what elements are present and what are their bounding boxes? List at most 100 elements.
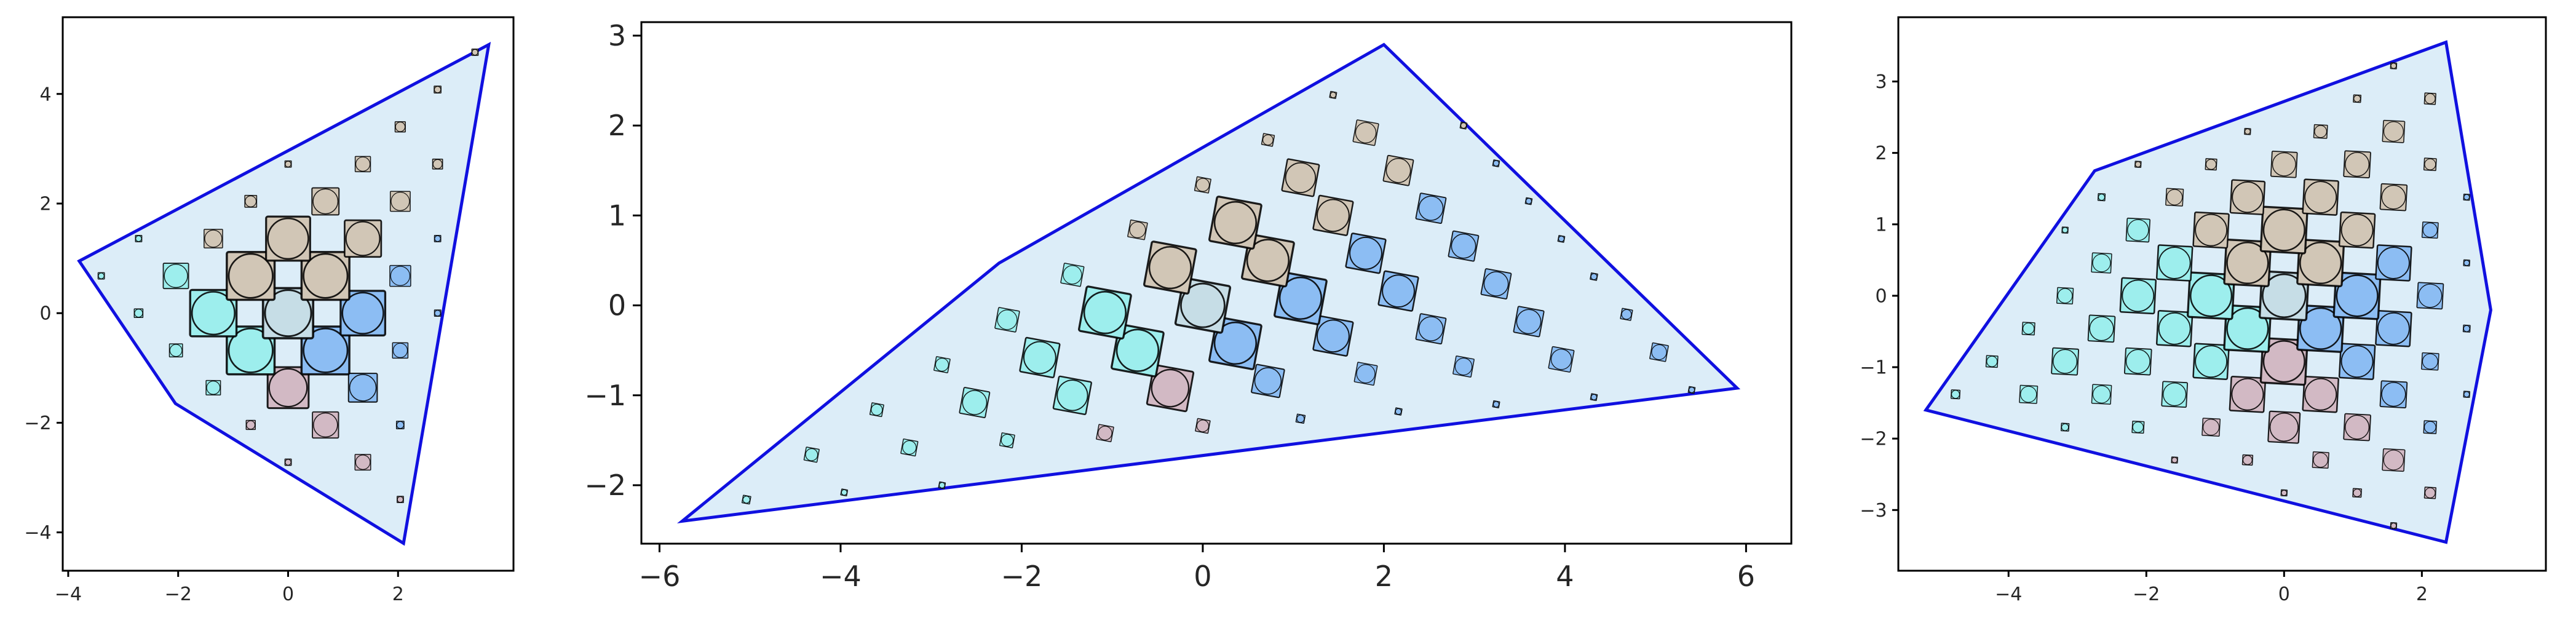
marker-circle [2226, 307, 2269, 350]
x-tick-label: −4 [820, 560, 862, 593]
marker-circle [1590, 394, 1598, 400]
data-point [395, 421, 405, 429]
data-point [1281, 158, 1320, 197]
marker-circle [345, 221, 381, 256]
marker-circle [2299, 241, 2342, 285]
data-point [2091, 384, 2112, 405]
marker-circle [1116, 328, 1160, 372]
marker-circle [1621, 309, 1632, 320]
marker-circle [1316, 319, 1350, 353]
marker-circle [1213, 321, 1258, 365]
data-point [2125, 217, 2151, 243]
data-point [2131, 421, 2145, 434]
data-point [1452, 355, 1475, 378]
y-tick-label: 0 [40, 303, 52, 325]
marker-circle [2134, 161, 2141, 168]
data-point [265, 215, 311, 262]
marker-circle [228, 327, 274, 373]
data-point [1329, 90, 1338, 99]
marker-circle [1492, 401, 1500, 408]
y-tick-label: 2 [40, 193, 52, 215]
marker-circle [902, 440, 917, 455]
marker-circle [2340, 345, 2374, 378]
marker-circle [2092, 385, 2111, 403]
marker-circle [805, 448, 818, 461]
marker-circle [164, 264, 188, 288]
y-tick-label: 1 [608, 199, 626, 232]
marker-circle [2262, 340, 2305, 383]
data-point [2223, 239, 2272, 288]
marker-circle [434, 235, 441, 242]
data-point [2352, 488, 2362, 498]
data-point [2123, 347, 2152, 376]
data-point [938, 481, 946, 490]
marker-circle [2269, 412, 2299, 442]
marker-circle [2345, 415, 2370, 440]
marker-circle [1285, 162, 1316, 193]
plot-area [77, 42, 491, 546]
data-point [266, 366, 310, 410]
marker-circle [2098, 193, 2106, 201]
marker-circle [1148, 246, 1192, 290]
marker-circle [2336, 274, 2379, 317]
marker-circle [2022, 322, 2035, 335]
marker-circle [1418, 316, 1444, 341]
data-point [999, 432, 1015, 448]
marker-circle [2020, 386, 2037, 403]
data-point [1274, 271, 1328, 325]
data-point [2416, 282, 2444, 310]
data-point [2165, 188, 2184, 207]
data-point [311, 187, 340, 216]
data-point [205, 379, 221, 395]
marker-circle [228, 253, 274, 299]
x-tick-label: −6 [639, 560, 681, 593]
data-point [2161, 381, 2189, 408]
data-point [2463, 259, 2470, 267]
data-point [2241, 454, 2254, 466]
x-tick-label: 0 [282, 584, 294, 605]
marker-circle [285, 459, 291, 466]
x-tick-label: 0 [2278, 584, 2290, 605]
data-point [2332, 271, 2382, 320]
marker-circle [1382, 274, 1415, 308]
marker-circle [2424, 158, 2436, 170]
data-point [2259, 205, 2308, 255]
data-point [204, 229, 223, 248]
data-point [2353, 94, 2362, 103]
marker-circle [2390, 522, 2397, 529]
marker-circle [246, 420, 256, 430]
x-tick-label: −4 [55, 584, 82, 605]
data-point [1448, 230, 1480, 262]
marker-circle [2422, 222, 2438, 238]
marker-circle [268, 368, 308, 408]
data-point [1687, 386, 1696, 394]
marker-circle [397, 496, 404, 503]
data-point [2134, 161, 2142, 168]
data-point [2338, 211, 2376, 249]
data-point [2375, 244, 2412, 282]
marker-circle [1986, 355, 1998, 367]
x-tick-label: −2 [1001, 560, 1043, 593]
marker-circle [2061, 423, 2069, 431]
marker-circle [2383, 121, 2404, 142]
marker-circle [2353, 95, 2361, 103]
data-point [1950, 389, 1961, 400]
data-point [133, 308, 144, 319]
marker-circle [1395, 408, 1402, 415]
marker-circle [2057, 288, 2073, 304]
marker-circle [434, 309, 441, 317]
data-point [2060, 423, 2070, 432]
data-point [2051, 347, 2080, 376]
data-point [1127, 219, 1148, 240]
data-point [1492, 400, 1500, 408]
data-point [344, 219, 382, 258]
marker-circle [2190, 274, 2233, 317]
data-point [2091, 252, 2112, 274]
data-point [354, 156, 371, 173]
marker-circle [1590, 273, 1598, 280]
data-point [189, 288, 238, 338]
data-point [1078, 285, 1132, 340]
marker-circle [396, 421, 405, 429]
y-tick-label: −1 [1860, 357, 1887, 379]
